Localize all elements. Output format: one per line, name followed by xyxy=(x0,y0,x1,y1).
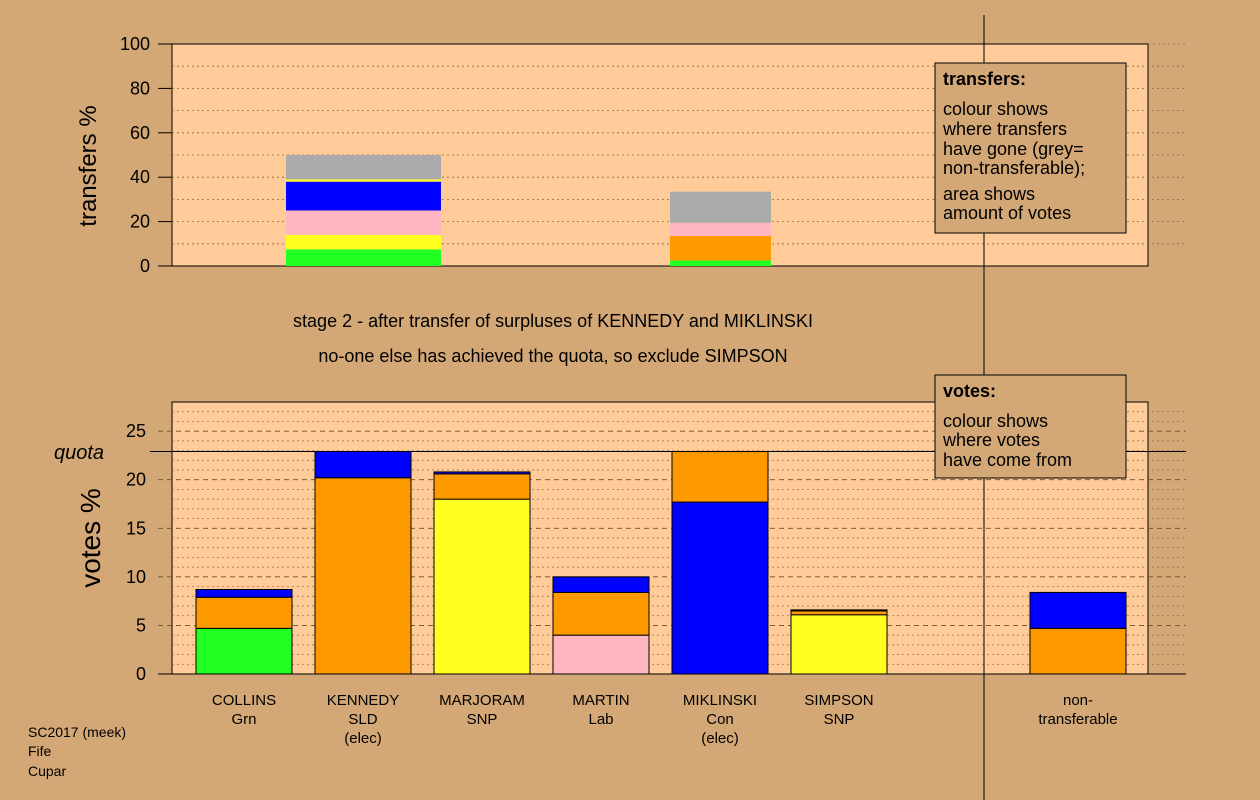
transfers-y-ticks: 0 20 40 60 80 100 xyxy=(120,34,172,276)
footer-line: Cupar xyxy=(28,763,66,779)
transfer-segment-nontransferable xyxy=(286,155,441,180)
candidate-label: SIMPSON xyxy=(804,692,873,709)
y-tick-label: 40 xyxy=(130,167,150,187)
transfer-segment-nontransferable xyxy=(670,191,771,223)
votes-legend: votes: colour shows where votes have com… xyxy=(934,374,1127,479)
vote-segment-sld xyxy=(671,451,769,503)
transfer-segment-con xyxy=(286,181,441,211)
vote-segment-sld xyxy=(314,477,412,675)
candidate-label: MARJORAM xyxy=(439,692,525,709)
y-tick-label: 15 xyxy=(126,518,146,538)
transfer-segment-grn xyxy=(670,260,771,266)
candidate-label: Con xyxy=(706,711,734,728)
transfers-bars xyxy=(286,155,771,266)
candidate-label: (elec) xyxy=(344,730,382,747)
transfers-legend-line: amount of votes xyxy=(943,203,1071,223)
transfer-segment-sld xyxy=(670,236,771,261)
y-tick-label: 100 xyxy=(120,34,150,54)
candidate-label: MIKLINSKI xyxy=(683,692,757,709)
vote-segment-grn xyxy=(195,627,293,675)
nontransferable-segment-sld xyxy=(1029,627,1127,675)
candidate-label: MARTIN xyxy=(572,692,629,709)
transfer-segment-grn xyxy=(286,249,441,266)
transfer-segment-snp xyxy=(286,234,441,250)
transfers-legend-box xyxy=(934,62,1127,234)
transfers-legend-line: colour shows xyxy=(943,99,1048,119)
candidate-label: Grn xyxy=(231,711,256,728)
vote-segment-sld xyxy=(790,610,888,616)
vote-segment-con xyxy=(195,588,293,598)
vote-segment-con xyxy=(433,471,531,475)
transfers-legend-line: area shows xyxy=(943,184,1035,204)
y-tick-label: 5 xyxy=(136,615,146,635)
candidate-label: COLLINS xyxy=(212,692,276,709)
y-tick-label: 10 xyxy=(126,567,146,587)
y-tick-label: 25 xyxy=(126,421,146,441)
y-tick-label: 80 xyxy=(130,78,150,98)
y-tick-label: 0 xyxy=(136,664,146,684)
y-tick-label: 20 xyxy=(126,470,146,490)
y-tick-label: 0 xyxy=(140,256,150,276)
vote-segment-sld xyxy=(552,591,650,636)
candidate-labels: COLLINS Grn KENNEDY SLD (elec) MARJORAM SNP MAR… xyxy=(212,692,1118,747)
candidate-label: (elec) xyxy=(701,730,739,747)
votes-bars xyxy=(195,451,1127,675)
candidate-label: KENNEDY xyxy=(327,692,400,709)
vote-segment-sld xyxy=(433,473,531,500)
votes-legend-line: colour shows xyxy=(943,411,1048,431)
stage-line-1: stage 2 - after transfer of surpluses of… xyxy=(293,311,813,331)
footer-line: Fife xyxy=(28,743,52,759)
transfers-legend-line: where transfers xyxy=(942,119,1067,139)
quota-label: quota xyxy=(54,442,104,464)
vote-segment-snp xyxy=(433,498,531,675)
vote-segment-con xyxy=(314,451,412,479)
votes-y-axis-label: votes % xyxy=(75,488,106,588)
transfer-segment-lab xyxy=(670,222,771,237)
nontransferable-segment-con xyxy=(1029,591,1127,629)
votes-panel: 0 5 10 15 20 25 COLLINS Grn KENNEDY SLD (elec) MAR… xyxy=(75,401,1186,747)
votes-y-ticks: 0 5 10 15 20 25 xyxy=(126,421,146,684)
stage-line-2: no-one else has achieved the quota, so e… xyxy=(318,346,787,366)
transfer-segment-snp xyxy=(286,179,441,182)
vote-segment-snp xyxy=(790,614,888,675)
y-tick-label: 20 xyxy=(130,212,150,232)
nontransferable-label: non- xyxy=(1063,692,1093,709)
transfer-segment-lab xyxy=(286,210,441,235)
vote-segment-sld xyxy=(195,596,293,629)
y-tick-label: 60 xyxy=(130,123,150,143)
candidate-label: Lab xyxy=(588,711,613,728)
footer-line: SC2017 (meek) xyxy=(28,724,126,740)
transfers-legend: transfers: colour shows where transfers … xyxy=(934,62,1127,234)
votes-legend-line: where votes xyxy=(942,430,1040,450)
candidate-label: SLD xyxy=(348,711,377,728)
transfers-legend-title: transfers: xyxy=(943,69,1026,89)
transfers-legend-line: non-transferable); xyxy=(943,158,1085,178)
votes-legend-box xyxy=(934,374,1127,479)
vote-segment-con xyxy=(552,576,650,593)
transfers-legend-line: have gone (grey= xyxy=(943,139,1084,159)
vote-segment-con xyxy=(790,609,888,612)
votes-legend-line: have come from xyxy=(943,450,1072,470)
candidate-label: SNP xyxy=(467,711,498,728)
vote-segment-con xyxy=(671,501,769,675)
transfers-y-axis-label: transfers % xyxy=(75,105,102,226)
vote-segment-lab xyxy=(552,634,650,675)
candidate-label: SNP xyxy=(824,711,855,728)
nontransferable-label: transferable xyxy=(1038,711,1117,728)
votes-legend-title: votes: xyxy=(943,381,996,401)
